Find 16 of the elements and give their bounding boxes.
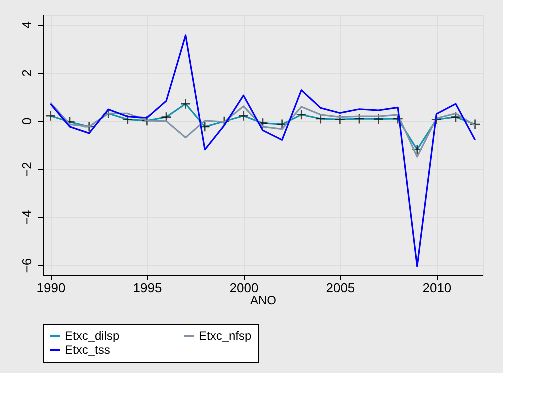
y-tick-label: −2 [20,162,34,177]
legend-label: Etxc_tss [65,343,110,357]
x-axis-title: ANO [250,294,277,308]
y-tick-label: 4 [20,22,34,29]
y-tick-label: −6 [20,258,34,274]
legend-label: Etxc_nfsp [199,329,252,343]
y-tick-label: 0 [20,118,34,126]
y-tick-label: −4 [20,210,34,226]
legend-label: Etxc_dilsp [65,329,120,343]
y-tick-label: 2 [20,70,34,77]
x-tick-label: 1990 [36,280,66,296]
x-tick-label: 2010 [422,280,452,296]
line-series [50,34,476,268]
x-tick-label: 2000 [230,280,259,296]
x-tick-label: 2005 [326,280,356,296]
x-tick-label: 1995 [133,280,162,296]
